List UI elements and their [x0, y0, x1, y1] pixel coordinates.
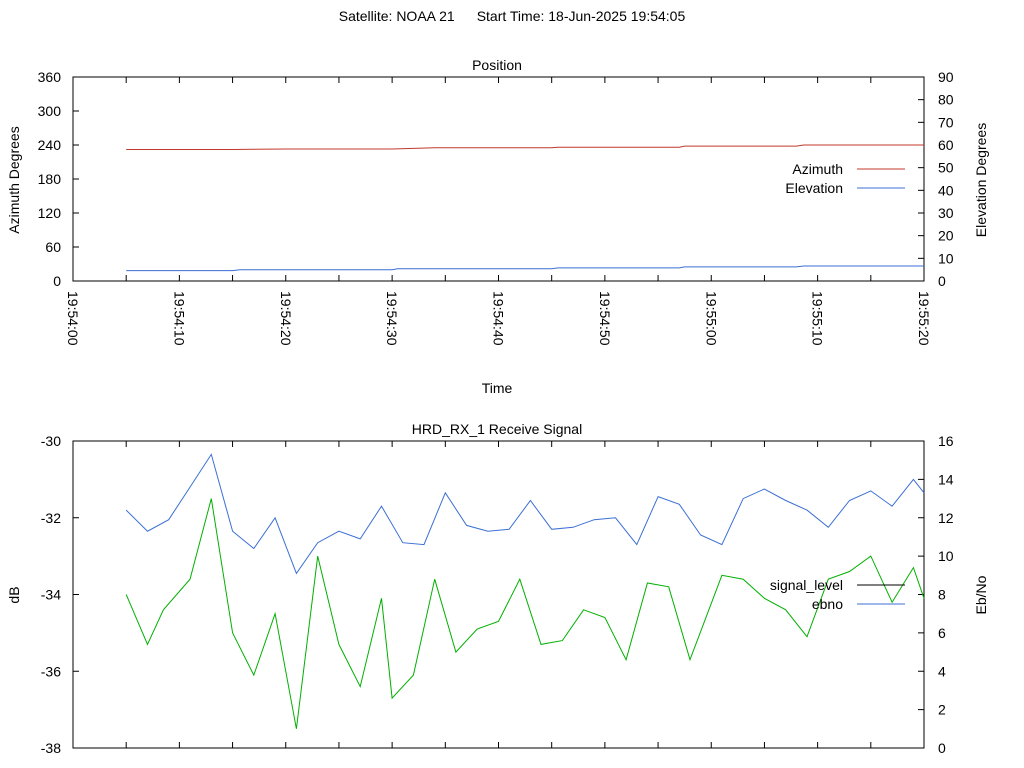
legend-azimuth-label: Azimuth: [792, 161, 843, 177]
y-left-tick-label: 0: [53, 273, 61, 289]
y-right-tick-label: 70: [938, 114, 954, 130]
signal-series: [125, 453, 925, 729]
y-left-tick-label: 60: [45, 239, 61, 255]
y-right-tick-label: 12: [938, 510, 954, 526]
position-plot-area: [72, 76, 925, 282]
y-right-tick-label: 4: [938, 663, 946, 679]
y-left-tick-label: 300: [38, 103, 62, 119]
position-ticks: 0 60 120 180 240 300 360 0 10 20 30 40 50 60 70 80 90 19:…: [38, 69, 954, 346]
y-right-tick-label: 30: [938, 205, 954, 221]
series-line-ebno: [125, 453, 925, 575]
y-left-tick-label: 240: [38, 137, 62, 153]
position-x-axis-label: Time: [482, 380, 513, 396]
y-left-tick-label: -38: [41, 740, 61, 756]
y-left-tick-label: -34: [41, 587, 61, 603]
y-right-tick-label: 14: [938, 471, 954, 487]
x-tick-label: 19:55:10: [810, 291, 826, 346]
x-tick-label: 19:54:50: [597, 291, 613, 346]
y-right-tick-label: 0: [938, 273, 946, 289]
series-line-elevation: [126, 265, 924, 272]
x-tick-label: 19:55:20: [916, 291, 932, 346]
position-legend: Azimuth Elevation: [785, 161, 905, 196]
x-tick-label: 19:55:00: [703, 291, 719, 346]
y-left-tick-label: 180: [38, 171, 62, 187]
y-right-tick-label: 60: [938, 137, 954, 153]
start-time-label: Start Time: 18-Jun-2025 19:54:05: [476, 8, 686, 24]
y-right-tick-label: 40: [938, 182, 954, 198]
y-right-tick-label: 50: [938, 160, 954, 176]
signal-y-right-label: Eb/No: [973, 575, 989, 614]
x-tick-label: 19:54:30: [384, 291, 400, 346]
y-right-tick-label: 16: [938, 433, 954, 449]
signal-legend: signal_level ebno: [770, 577, 905, 612]
position-y-left-label: Azimuth Degrees: [6, 126, 22, 233]
satellite-label: Satellite: NOAA 21: [338, 8, 455, 24]
y-left-tick-label: -32: [41, 510, 61, 526]
y-right-tick-label: 6: [938, 625, 946, 641]
signal-ticks: -38 -36 -34 -32 -30 0 2 4 6 8 10 12 14 16: [41, 433, 954, 756]
y-right-tick-label: 0: [938, 740, 946, 756]
legend-signal-level-label: signal_level: [770, 577, 843, 593]
signal-plot-area: [72, 440, 925, 749]
x-tick-label: 19:54:00: [65, 291, 81, 346]
position-chart-title: Position: [472, 57, 522, 73]
y-left-tick-label: 360: [38, 69, 62, 85]
y-right-tick-label: 2: [938, 702, 946, 718]
x-tick-label: 19:54:10: [171, 291, 187, 346]
position-chart: Position 0 60 120 180 240 300 360 0 10 20 30 40 50 60…: [6, 57, 989, 396]
signal-chart: HRD_RX_1 Receive Signal -38 -36 -34 -32 -30 0…: [6, 421, 989, 756]
x-tick-label: 19:54:20: [278, 291, 294, 346]
x-tick-label: 19:54:40: [491, 291, 507, 346]
y-right-tick-label: 20: [938, 228, 954, 244]
y-right-tick-label: 90: [938, 69, 954, 85]
position-y-right-label: Elevation Degrees: [973, 123, 989, 237]
legend-ebno-label: ebno: [812, 596, 843, 612]
y-right-tick-label: 80: [938, 92, 954, 108]
legend-elevation-label: Elevation: [785, 180, 843, 196]
y-left-tick-label: -30: [41, 433, 61, 449]
signal-y-left-label: dB: [6, 586, 22, 603]
series-line-signal-level: [125, 498, 925, 729]
y-right-tick-label: 10: [938, 548, 954, 564]
y-left-tick-label: -36: [41, 663, 61, 679]
signal-chart-title: HRD_RX_1 Receive Signal: [412, 421, 582, 437]
y-right-tick-label: 10: [938, 250, 954, 266]
series-line-azimuth: [126, 144, 924, 150]
y-right-tick-label: 8: [938, 587, 946, 603]
position-series: [126, 144, 924, 272]
y-left-tick-label: 120: [38, 205, 62, 221]
figure-title: Satellite: NOAA 21 Start Time: 18-Jun-202…: [0, 8, 1024, 24]
